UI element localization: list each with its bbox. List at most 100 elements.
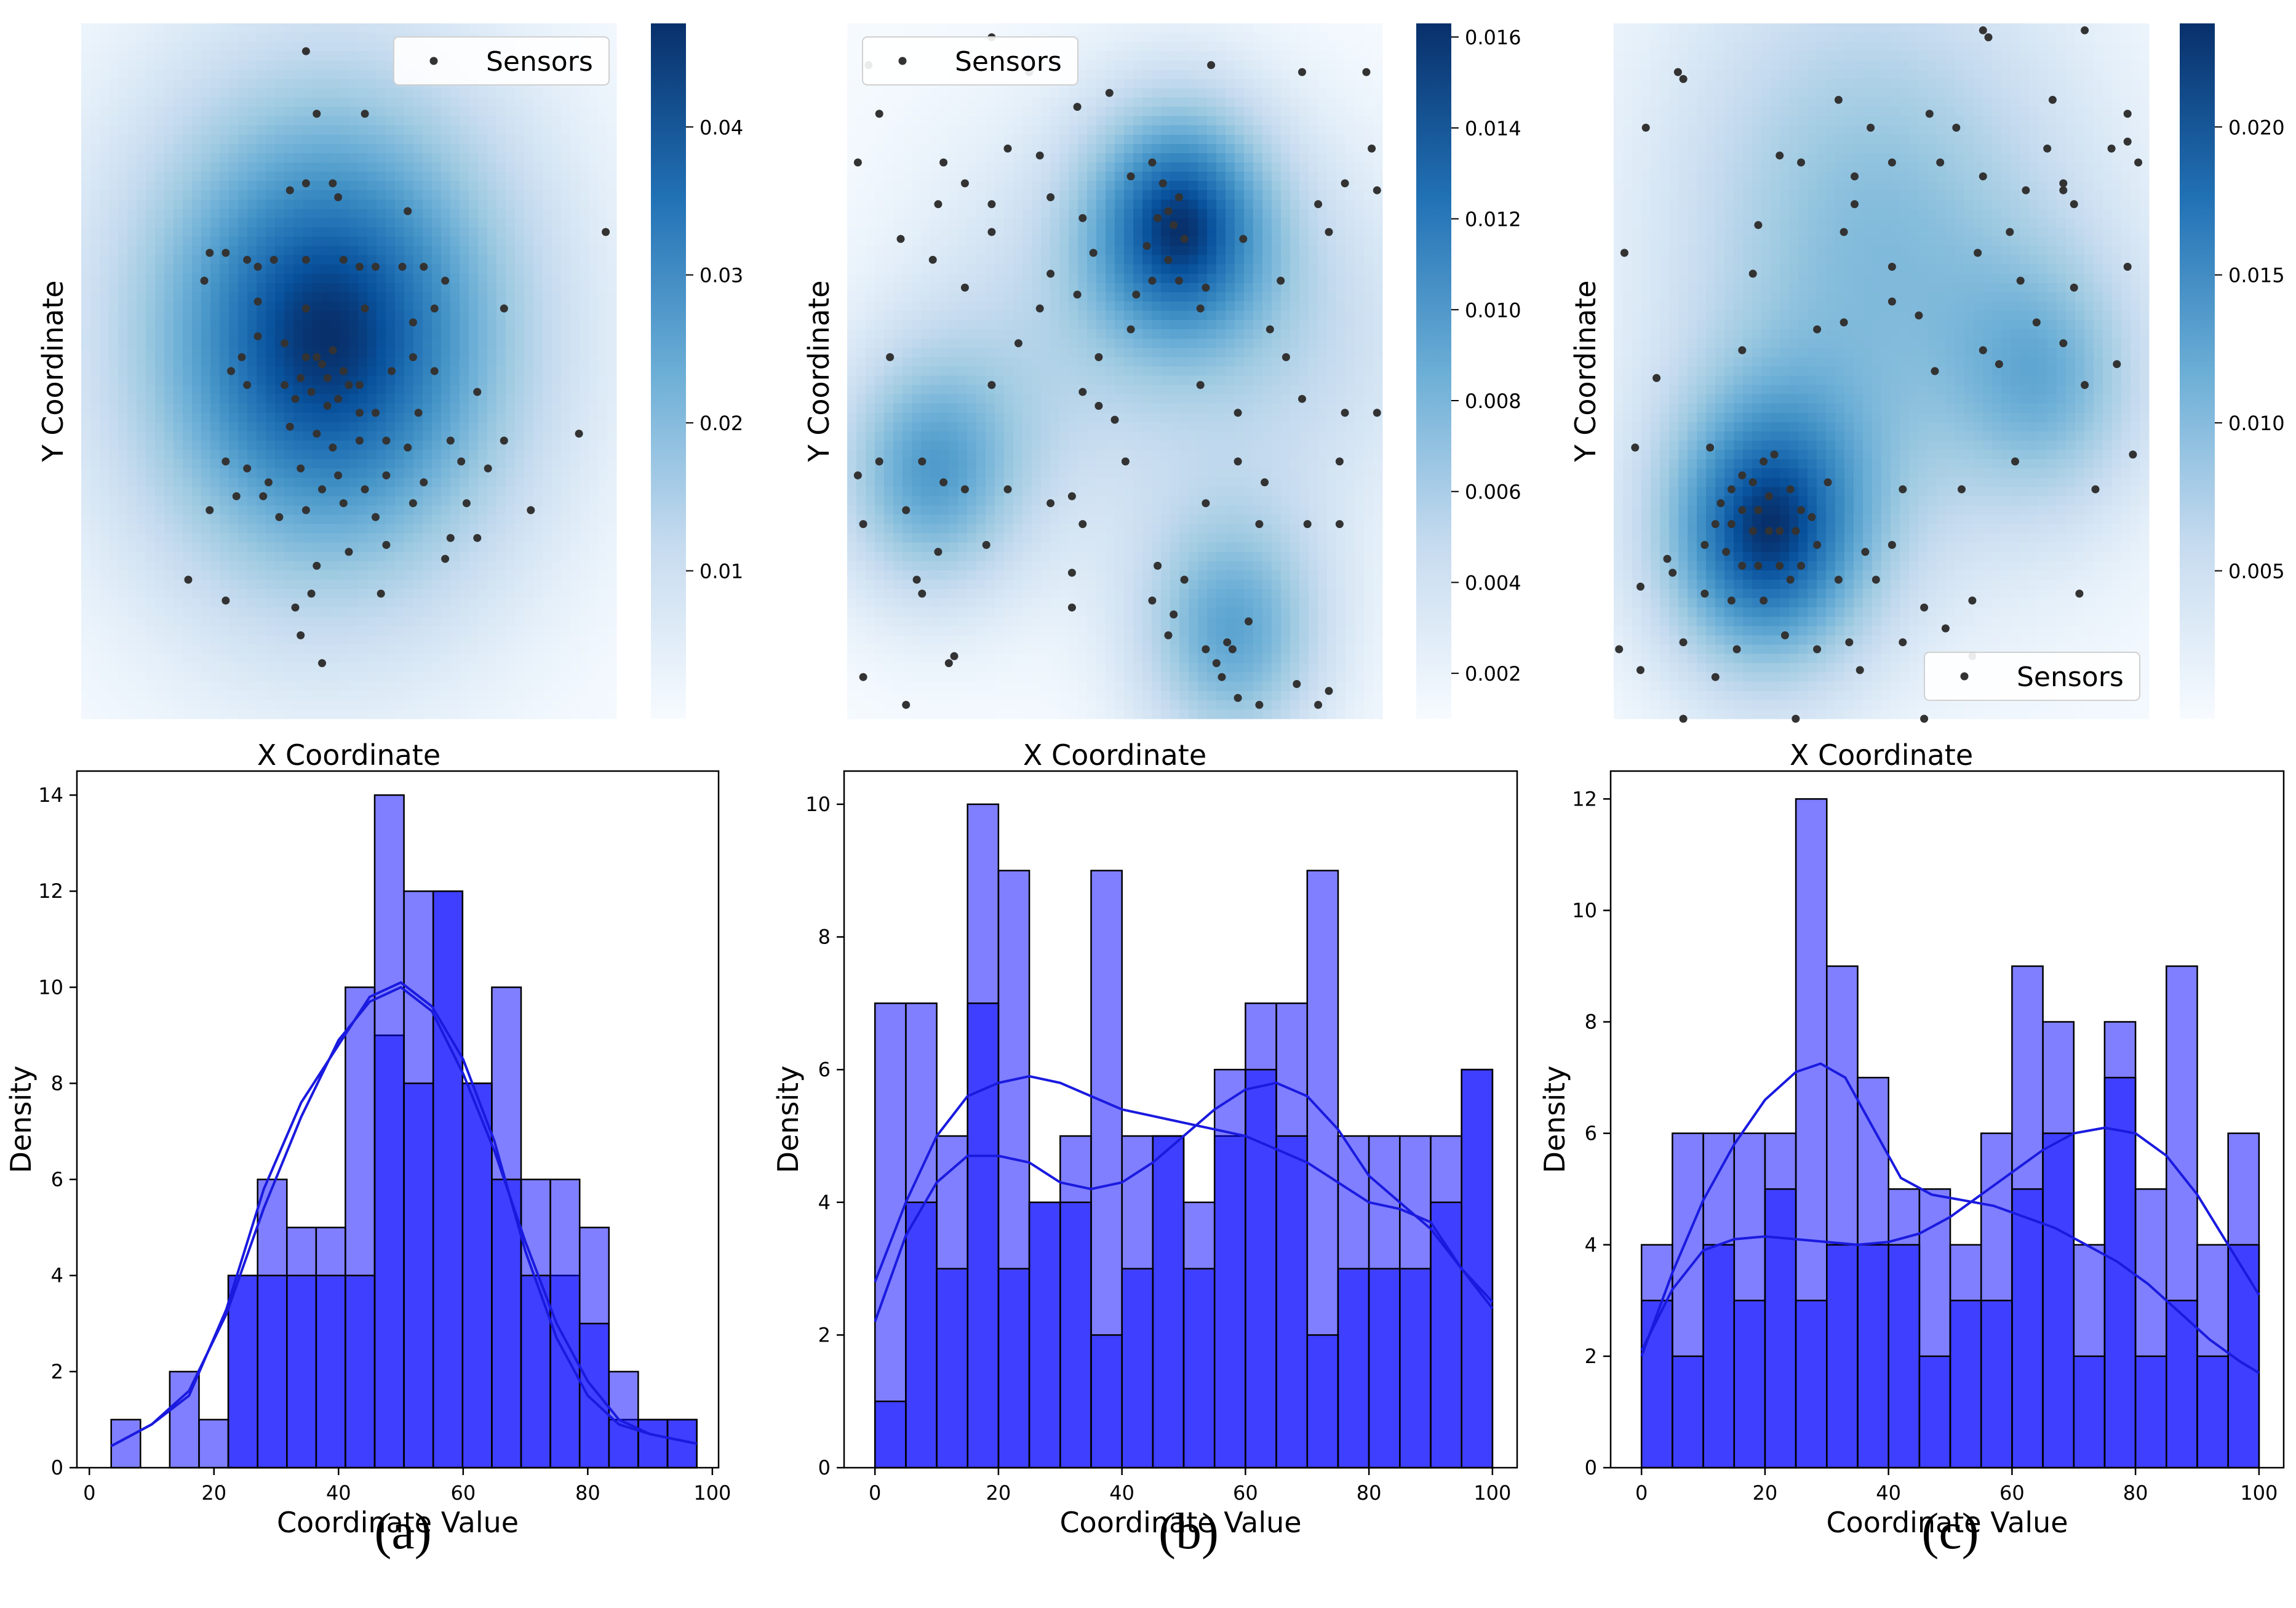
heatmap-cell — [118, 79, 128, 89]
heatmap-cell — [367, 505, 377, 516]
heatmap-cell — [598, 162, 608, 172]
heatmap-cell — [552, 607, 562, 617]
heatmap-cell — [284, 106, 294, 117]
heatmap-cell — [423, 672, 432, 682]
heatmap-cell — [164, 199, 174, 209]
heatmap-cell — [921, 23, 931, 33]
heatmap-cell — [238, 681, 248, 692]
heatmap-cell — [469, 218, 479, 228]
heatmap-cell — [321, 329, 331, 339]
heatmap-cell — [598, 209, 608, 218]
heatmap-cell — [432, 23, 442, 33]
heatmap-cell — [257, 385, 266, 395]
heatmap-cell — [450, 181, 460, 191]
heatmap-cell — [321, 162, 331, 172]
heatmap-cell — [515, 125, 525, 135]
heatmap-cell — [1022, 97, 1032, 108]
heatmap-cell — [515, 524, 525, 534]
heatmap-cell — [210, 459, 220, 469]
heatmap-cell — [533, 403, 543, 414]
heatmap-cell — [377, 580, 386, 590]
heatmap-cell — [118, 320, 128, 330]
heatmap-cell — [238, 644, 248, 655]
heatmap-cell — [109, 181, 119, 191]
heatmap-cell — [533, 431, 543, 441]
heatmap-cell — [1161, 33, 1171, 42]
heatmap-cell — [460, 394, 469, 404]
heatmap-cell — [293, 218, 303, 228]
heatmap-cell — [1345, 88, 1355, 98]
heatmap-cell — [275, 487, 285, 497]
heatmap-cell — [81, 589, 91, 599]
heatmap-cell — [561, 385, 571, 395]
heatmap-cell — [146, 366, 156, 377]
heatmap-cell — [155, 635, 165, 646]
heatmap-cell — [284, 33, 294, 42]
heatmap-cell — [506, 709, 516, 719]
heatmap-cell — [146, 524, 156, 534]
heatmap-cell — [81, 302, 91, 311]
heatmap-cell — [570, 162, 580, 172]
heatmap-cell — [321, 88, 331, 98]
heatmap-cell — [330, 255, 340, 265]
heatmap-cell — [607, 33, 617, 42]
sensor-point — [323, 374, 332, 382]
heatmap-cell — [155, 681, 165, 692]
heatmap-cell — [284, 607, 294, 617]
heatmap-cell — [183, 533, 193, 543]
heatmap-cell — [506, 598, 516, 608]
heatmap-cell — [127, 181, 137, 191]
heatmap-cell — [580, 385, 589, 395]
heatmap-cell — [543, 255, 552, 265]
heatmap-cell — [395, 487, 405, 497]
heatmap-cell — [367, 635, 377, 646]
heatmap-cell — [201, 403, 211, 414]
heatmap-cell — [127, 431, 137, 441]
heatmap-cell — [81, 51, 91, 61]
heatmap-cell — [266, 644, 276, 655]
heatmap-cell — [1244, 79, 1254, 89]
heatmap-cell — [146, 70, 156, 79]
heatmap-cell — [460, 209, 469, 218]
sensor-point — [372, 263, 380, 271]
heatmap-cell — [607, 654, 617, 664]
heatmap-cell — [1235, 42, 1245, 52]
heatmap-cell — [598, 468, 608, 478]
heatmap-cell — [423, 357, 432, 367]
heatmap-cell — [266, 709, 276, 719]
heatmap-cell — [450, 153, 460, 163]
heatmap-cell — [118, 51, 128, 61]
heatmap-cell — [469, 236, 479, 247]
heatmap-cell — [173, 654, 183, 664]
heatmap-cell — [155, 644, 165, 655]
heatmap-cell — [81, 524, 91, 534]
heatmap-cell — [90, 273, 100, 284]
heatmap-cell — [330, 431, 340, 441]
heatmap-cell — [377, 181, 386, 191]
heatmap-cell — [238, 23, 248, 33]
heatmap-cell — [570, 403, 580, 414]
heatmap-cell — [543, 88, 552, 98]
heatmap-cell — [395, 533, 405, 543]
heatmap-cell — [229, 302, 239, 311]
heatmap-cell — [127, 190, 137, 200]
heatmap-cell — [229, 524, 239, 534]
sensor-point — [420, 478, 428, 487]
heatmap-cell — [183, 106, 193, 117]
heatmap-cell — [229, 181, 239, 191]
heatmap-cell — [469, 394, 479, 404]
heatmap-cell — [469, 709, 479, 719]
heatmap-cell — [432, 273, 442, 284]
heatmap-cell — [607, 190, 617, 200]
heatmap-cell — [598, 385, 608, 395]
heatmap-cell — [580, 292, 589, 302]
heatmap-cell — [229, 255, 239, 265]
heatmap-cell — [127, 320, 137, 330]
heatmap-cell — [257, 589, 266, 599]
heatmap-cell — [257, 70, 266, 79]
heatmap-cell — [469, 524, 479, 534]
heatmap-cell — [164, 542, 174, 553]
heatmap-cell — [81, 97, 91, 108]
heatmap-cell — [423, 125, 432, 135]
heatmap-cell — [589, 441, 599, 450]
